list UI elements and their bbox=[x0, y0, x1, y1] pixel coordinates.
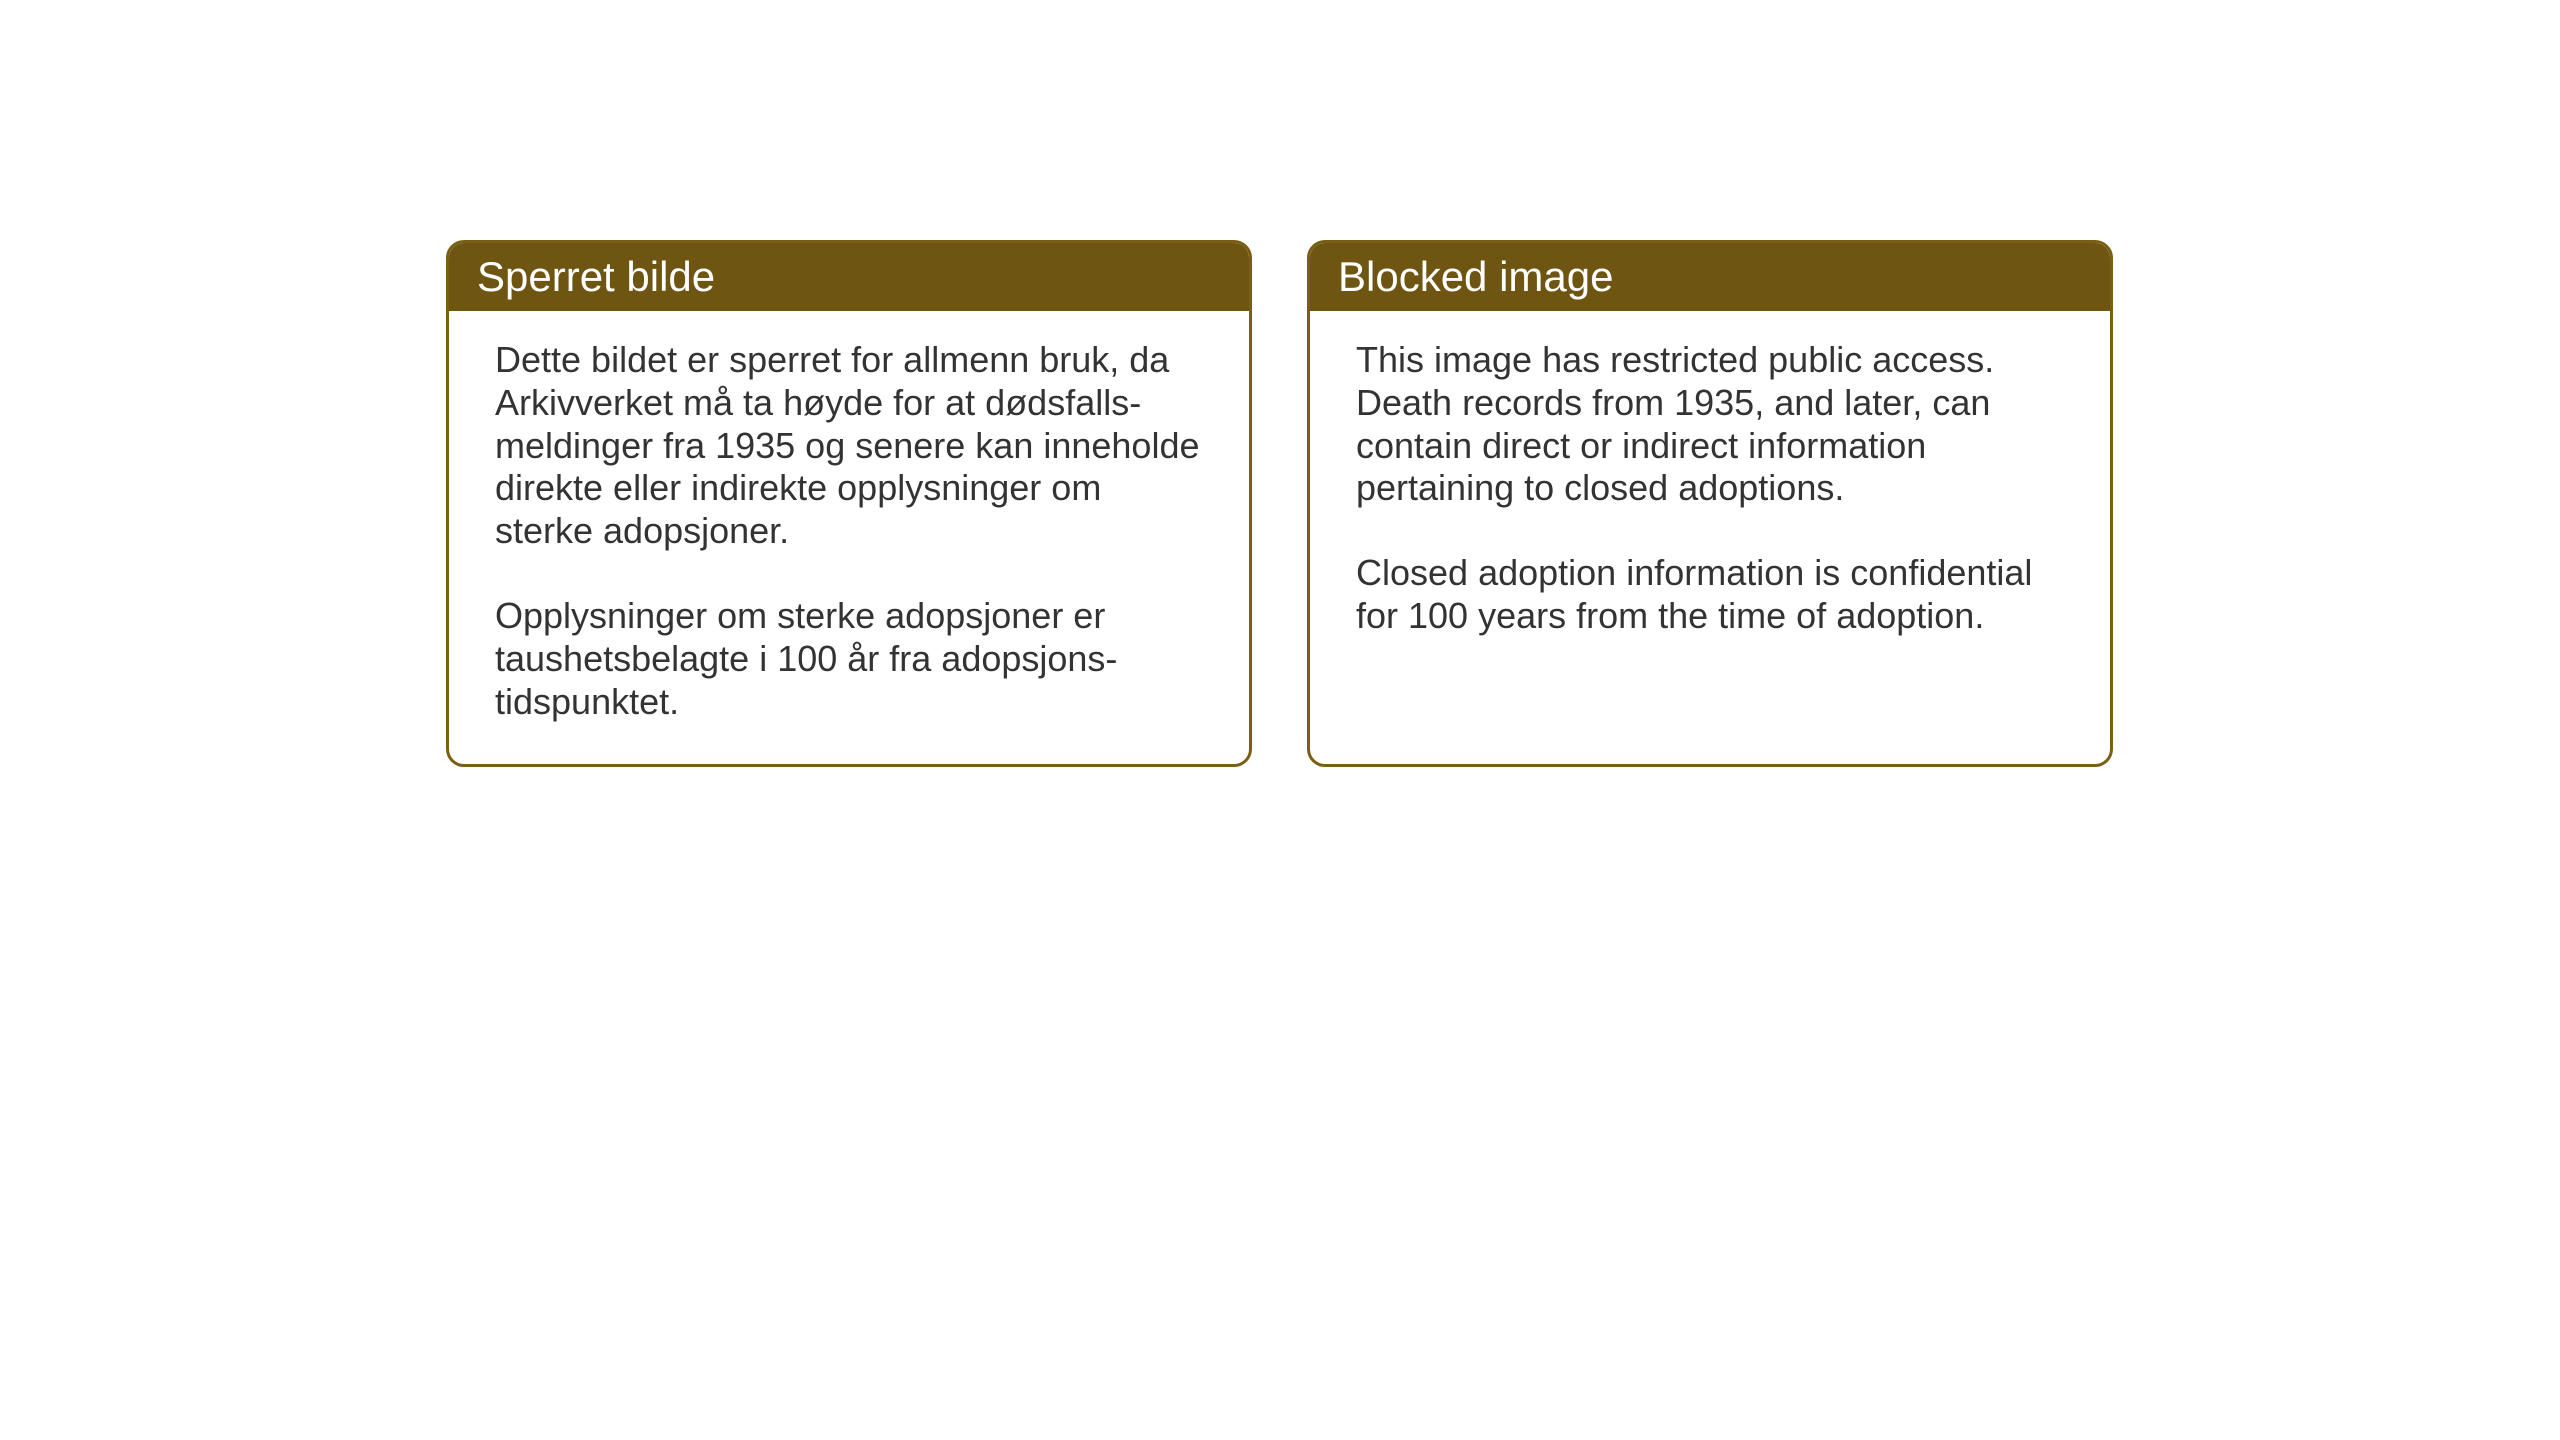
card-body-norwegian: Dette bildet er sperret for allmenn bruk… bbox=[449, 311, 1249, 764]
card-paragraph-2-english: Closed adoption information is confident… bbox=[1356, 552, 2064, 638]
card-title-english: Blocked image bbox=[1338, 253, 1613, 300]
card-norwegian: Sperret bilde Dette bildet er sperret fo… bbox=[446, 240, 1252, 767]
card-header-norwegian: Sperret bilde bbox=[449, 243, 1249, 311]
card-paragraph-1-english: This image has restricted public access.… bbox=[1356, 339, 2064, 510]
card-paragraph-2-norwegian: Opplysninger om sterke adopsjoner er tau… bbox=[495, 595, 1203, 723]
card-body-english: This image has restricted public access.… bbox=[1310, 311, 2110, 741]
card-header-english: Blocked image bbox=[1310, 243, 2110, 311]
card-english: Blocked image This image has restricted … bbox=[1307, 240, 2113, 767]
card-title-norwegian: Sperret bilde bbox=[477, 253, 715, 300]
cards-container: Sperret bilde Dette bildet er sperret fo… bbox=[446, 240, 2113, 767]
card-paragraph-1-norwegian: Dette bildet er sperret for allmenn bruk… bbox=[495, 339, 1203, 553]
